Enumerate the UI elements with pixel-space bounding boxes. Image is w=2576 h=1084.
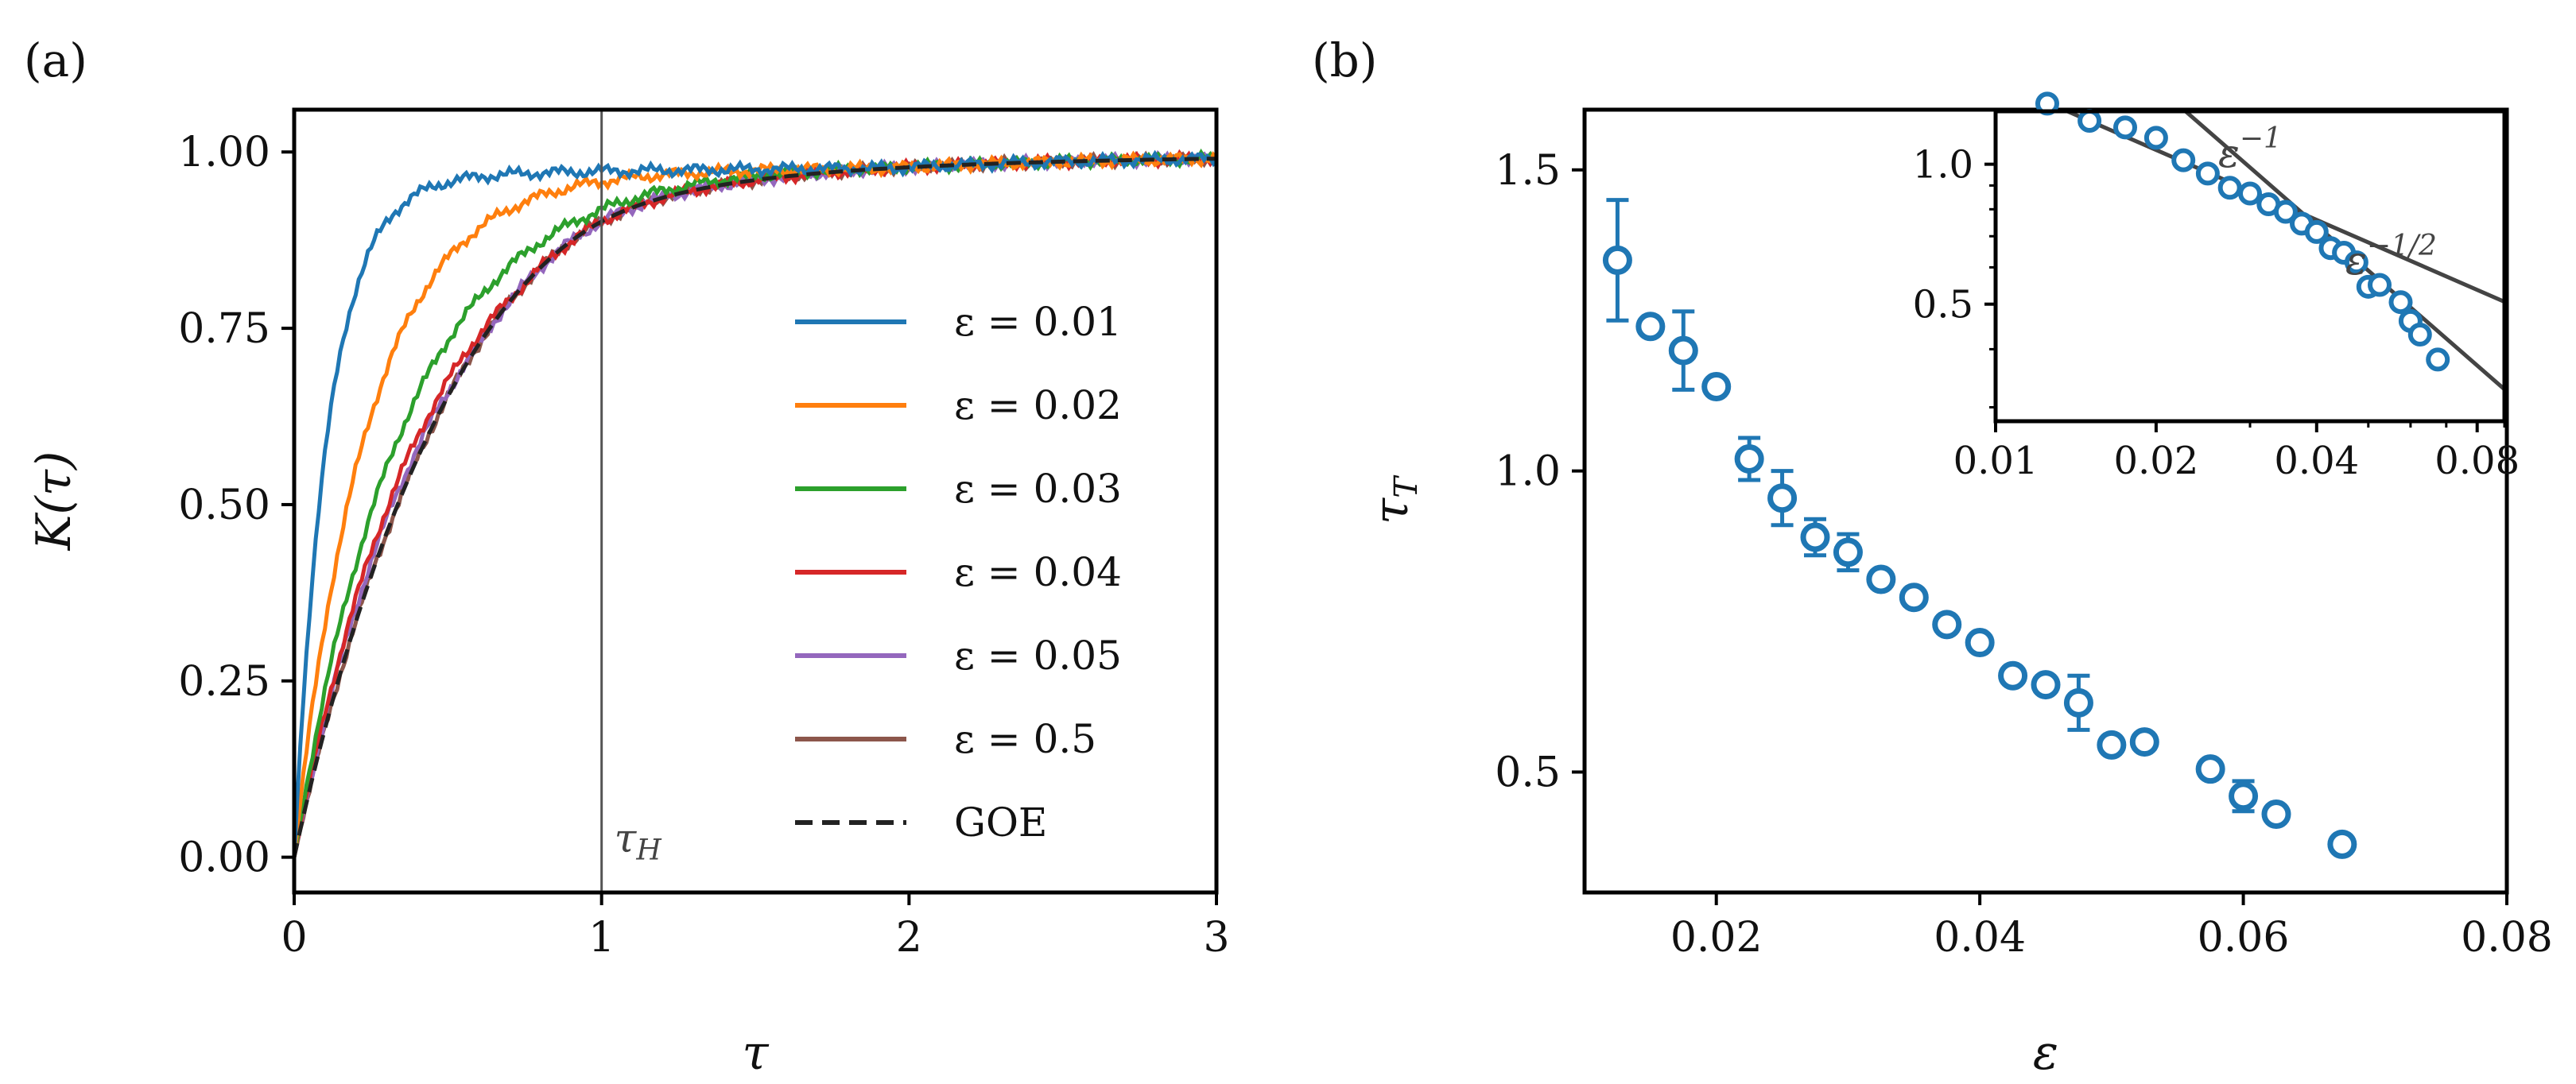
inset-points	[2035, 91, 2450, 372]
inset-data-point	[2238, 181, 2262, 206]
panel-a-legend: ε = 0.01 ε = 0.02 ε = 0.03 ε = 0.04 ε = 0.05…	[795, 299, 1122, 846]
y-tick-label: 0.5	[1495, 749, 1561, 796]
data-point	[1635, 312, 1666, 342]
inset-data-point	[2143, 126, 2168, 150]
data-point	[1800, 522, 1830, 552]
panel-a-x-ticks: 0 1 2 3	[281, 892, 1230, 962]
legend-label: ε = 0.02	[954, 382, 1122, 428]
inset-data-point	[2171, 148, 2196, 172]
y-tick-label: 0.50	[178, 482, 270, 529]
y-tick-label: 0.00	[178, 834, 270, 882]
y-tick-label: 0.75	[178, 305, 270, 353]
inset-data-point	[2344, 250, 2368, 275]
x-tick-label: 1	[588, 914, 615, 962]
panel-b-points	[1602, 198, 2357, 859]
x-tick-label: 0.06	[2198, 914, 2290, 962]
panel-a-y-label: K(τ)	[26, 451, 82, 552]
data-point	[2229, 781, 2259, 811]
data-point	[1701, 372, 1732, 402]
legend-label: ε = 0.5	[954, 716, 1096, 762]
inset-y-tick-label: 0.5	[1913, 283, 1973, 327]
legend-label: ε = 0.03	[954, 466, 1122, 512]
data-point	[2031, 670, 2061, 700]
inset-data-point	[2407, 323, 2432, 347]
inset-slope-1-label: ε−1	[2218, 122, 2282, 176]
x-tick-label: 3	[1203, 914, 1229, 962]
panel-a-curves	[292, 148, 1219, 858]
inset-y-tick-label: 1.0	[1913, 143, 1973, 188]
data-point	[2129, 727, 2159, 757]
series-line-goe	[292, 157, 1217, 858]
data-point	[2063, 687, 2093, 718]
inset-x-tick-label: 0.02	[2113, 439, 2198, 483]
data-point	[2261, 799, 2291, 829]
data-point	[1767, 483, 1798, 513]
inset-data-point	[2217, 176, 2242, 200]
data-point	[1866, 564, 1896, 594]
panel-b-label: (b)	[1312, 33, 1377, 87]
x-tick-label: 0.08	[2461, 914, 2553, 962]
inset-slope-half-label: ε−1/2	[2345, 230, 2437, 284]
y-tick-label: 1.0	[1495, 448, 1561, 496]
inset-data-point	[2195, 161, 2220, 186]
inset-x-tick-label: 0.08	[2434, 439, 2520, 483]
x-tick-label: 0.02	[1670, 914, 1763, 962]
inset-x-tick-label: 0.04	[2274, 439, 2359, 483]
legend-label: ε = 0.01	[954, 299, 1122, 345]
data-point	[1734, 443, 1764, 474]
x-tick-label: 0.04	[1934, 914, 2026, 962]
inset-background	[1996, 111, 2504, 421]
inset-data-point	[2304, 219, 2329, 244]
panel-a-frame	[292, 107, 1219, 895]
legend-label: GOE	[954, 799, 1047, 846]
inset-y-ticks: 0.5 1.0	[1913, 143, 1996, 408]
inset-data-point	[2113, 115, 2138, 140]
panel-a-label: (a)	[24, 33, 87, 87]
panel-b-inset: 0.01 0.02 0.04 0.08 0.5 1.0 ε−1 ε−1/2	[1913, 91, 2520, 483]
panel-b-y-label: τT	[1364, 474, 1425, 525]
legend-label: ε = 0.04	[954, 549, 1122, 595]
x-tick-label: 0	[281, 914, 307, 962]
inset-x-tick-label: 0.01	[1953, 439, 2039, 483]
panel-a-y-ticks: 0.00 0.25 0.50 0.75 1.00	[178, 129, 294, 882]
panel-a-x-label: τ	[742, 1025, 769, 1081]
panel-b: (b) 0.02 0.04 0.06 0.08 0.5 1.0 1.5 ε τT 0.01…	[1312, 33, 2553, 1081]
data-point	[1602, 245, 1632, 275]
x-tick-label: 2	[896, 914, 922, 962]
data-point	[2097, 730, 2127, 760]
inset-fit-line-1	[2182, 111, 2504, 391]
data-point	[1998, 660, 2028, 691]
data-point	[1932, 610, 1962, 640]
data-point	[1899, 583, 1929, 613]
y-tick-label: 1.00	[178, 129, 270, 176]
panel-b-x-ticks: 0.02 0.04 0.06 0.08	[1670, 892, 2553, 962]
data-point	[2327, 829, 2357, 859]
inset-data-point	[2273, 199, 2298, 224]
legend-label: ε = 0.05	[954, 633, 1122, 679]
inset-data-point	[2388, 290, 2413, 315]
data-point	[1833, 537, 1863, 567]
inset-data-point	[2368, 273, 2392, 297]
data-point	[1965, 628, 1995, 658]
data-point	[2195, 754, 2225, 784]
inset-x-ticks: 0.01 0.02 0.04 0.08	[1953, 421, 2520, 483]
data-point	[1668, 335, 1698, 366]
tau-h-label: τH	[615, 815, 662, 867]
panel-b-x-label: ε	[2033, 1025, 2058, 1081]
y-tick-label: 1.5	[1495, 147, 1561, 195]
inset-data-point	[2426, 347, 2450, 372]
panel-b-y-ticks: 0.5 1.0 1.5	[1495, 147, 1585, 796]
inset-data-point	[2077, 109, 2102, 134]
y-tick-label: 0.25	[178, 658, 270, 706]
